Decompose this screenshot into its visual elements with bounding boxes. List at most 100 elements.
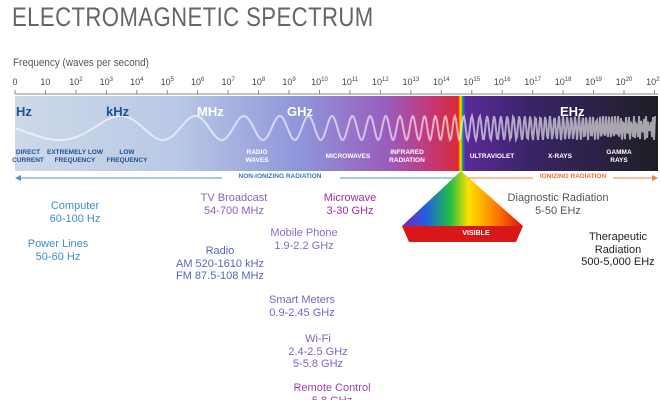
tick-exp: 18 xyxy=(564,77,572,83)
application: Computer 60-100 Hz xyxy=(50,200,101,225)
tick-exp: 16 xyxy=(503,77,511,83)
unit-label: EHz xyxy=(560,104,585,119)
application-range: 1.9-2.2 GHz xyxy=(274,239,334,252)
application-range: 2.4-2.5 GHz xyxy=(288,345,348,358)
region-line: INFRARED xyxy=(390,149,424,156)
tick-base: 10 xyxy=(615,77,626,87)
tick-base: 10 xyxy=(372,77,383,87)
unit-label: kHz xyxy=(106,104,129,119)
title: ELECTROMAGNETIC SPECTRUM xyxy=(12,2,374,32)
region-label: GAMMA RAYS xyxy=(606,149,631,165)
axis-label: Frequency (waves per second) xyxy=(13,57,149,69)
tick-exp: 9 xyxy=(292,77,296,83)
label-bg xyxy=(533,173,613,183)
tick-label: 1017 xyxy=(524,77,541,87)
tick-exp: 6 xyxy=(201,77,205,83)
application: Diagnostic Radiation 5-50 EHz xyxy=(508,192,609,217)
application-range: 54-700 MHz xyxy=(204,204,264,217)
application-range: FM 87.5-108 MHz xyxy=(175,270,265,282)
application: TV Broadcast 54-700 MHz xyxy=(201,192,268,217)
tick-label: 109 xyxy=(282,77,295,87)
unit-label: Hz xyxy=(16,104,32,119)
visible-label: VISIBLE xyxy=(462,230,490,237)
tick-base: 10 xyxy=(432,77,443,87)
region-line: MICROWAVES xyxy=(325,153,371,160)
tick-exp: 11 xyxy=(351,77,359,83)
region-label: INFRARED RADIATION xyxy=(389,149,425,165)
application-range: 500-5,000 EHz xyxy=(581,256,655,268)
region-label: EXTREMELY LOW FREQUENCY xyxy=(47,149,103,165)
label-bg xyxy=(222,173,340,183)
application: Remote Control5.8 GHz xyxy=(293,382,370,400)
application-name: Diagnostic Radiation xyxy=(507,192,609,204)
tick-base: 10 xyxy=(99,77,110,87)
tick-exp: 15 xyxy=(473,77,481,83)
tick-label: 102 xyxy=(69,77,82,87)
tick-label: 1015 xyxy=(463,77,480,87)
application-name: Wi-Fi xyxy=(305,333,331,345)
region-label: X-RAYS xyxy=(548,153,572,161)
tick-label: 1019 xyxy=(585,77,602,87)
region-line: DIRECT xyxy=(15,149,41,156)
region-label: LOW FREQUENCY xyxy=(107,149,148,165)
tick-base: 0 xyxy=(12,77,18,87)
tick-label: 1020 xyxy=(616,77,633,87)
unit-label: MHz xyxy=(197,104,224,119)
unit-text: GHz xyxy=(287,104,313,119)
tick-exp: 2 xyxy=(79,77,83,83)
region-line: FREQUENCY xyxy=(106,157,148,164)
tick-base: 10 xyxy=(463,77,474,87)
region-line: LOW xyxy=(119,149,135,156)
tick-base: 10 xyxy=(585,77,596,87)
application-range: 5-5.8 GHz xyxy=(292,358,344,370)
application-range: AM 520-1610 kHz xyxy=(175,257,265,270)
application-name: Smart Meters xyxy=(268,294,336,306)
application-name: Microwave xyxy=(323,192,377,204)
tick-label: 1018 xyxy=(555,77,572,87)
tick-exp: 13 xyxy=(412,77,420,83)
application: Radio AM 520-1610 kHz FM 87.5-108 MHz xyxy=(176,245,264,283)
tick-exp: 3 xyxy=(109,77,114,83)
tick-base: 10 xyxy=(160,77,171,87)
tick-base: 10 xyxy=(69,77,80,87)
tick-base: 10 xyxy=(282,77,293,87)
tick-label: 1014 xyxy=(433,77,450,87)
tick-base: 10 xyxy=(524,77,535,87)
application-range: 5.8 GHz xyxy=(293,395,370,400)
tick-label: 107 xyxy=(221,77,234,87)
tick-exp: 20 xyxy=(625,77,633,83)
tick-label: 108 xyxy=(252,77,265,87)
unit-text: MHz xyxy=(197,104,224,119)
tick-exp: 4 xyxy=(140,77,144,83)
tick-base: 10 xyxy=(341,77,352,87)
application-name: TV Broadcast xyxy=(200,192,268,204)
application-range: 60-100 Hz xyxy=(49,212,101,225)
region-line: GAMMA xyxy=(606,149,632,156)
tick-base: 10 xyxy=(402,77,413,87)
application-name: Power Lines xyxy=(27,238,89,250)
arrow-head xyxy=(15,175,21,181)
application-range: 0.9-2.45 GHz xyxy=(269,306,335,319)
region-label: MICROWAVES xyxy=(326,153,371,161)
arrow-head xyxy=(652,175,658,181)
tick-label: 105 xyxy=(161,77,174,87)
application-name: Therapeutic Radiation xyxy=(588,231,648,256)
application-name: Radio xyxy=(205,245,235,257)
tick-label: 1011 xyxy=(342,77,358,87)
tick-base: 10 xyxy=(251,77,262,87)
tick-label: 104 xyxy=(130,77,143,87)
visible-base xyxy=(402,226,523,242)
region-line: FREQUENCY xyxy=(54,157,96,164)
tick-exp: 17 xyxy=(534,77,541,83)
tick-exp: 12 xyxy=(382,77,389,83)
region-line: RAYS xyxy=(610,157,628,164)
tick-base: 10 xyxy=(130,77,141,87)
tick-label: 1012 xyxy=(372,77,389,87)
non-ionizing-label: NON-IONIZING RADIATION xyxy=(238,173,322,180)
tick-exp: 19 xyxy=(595,77,602,83)
application: Smart Meters 0.9-2.45 GHz xyxy=(269,294,335,319)
wave xyxy=(14,112,656,144)
tick-base: 10 xyxy=(221,77,232,87)
